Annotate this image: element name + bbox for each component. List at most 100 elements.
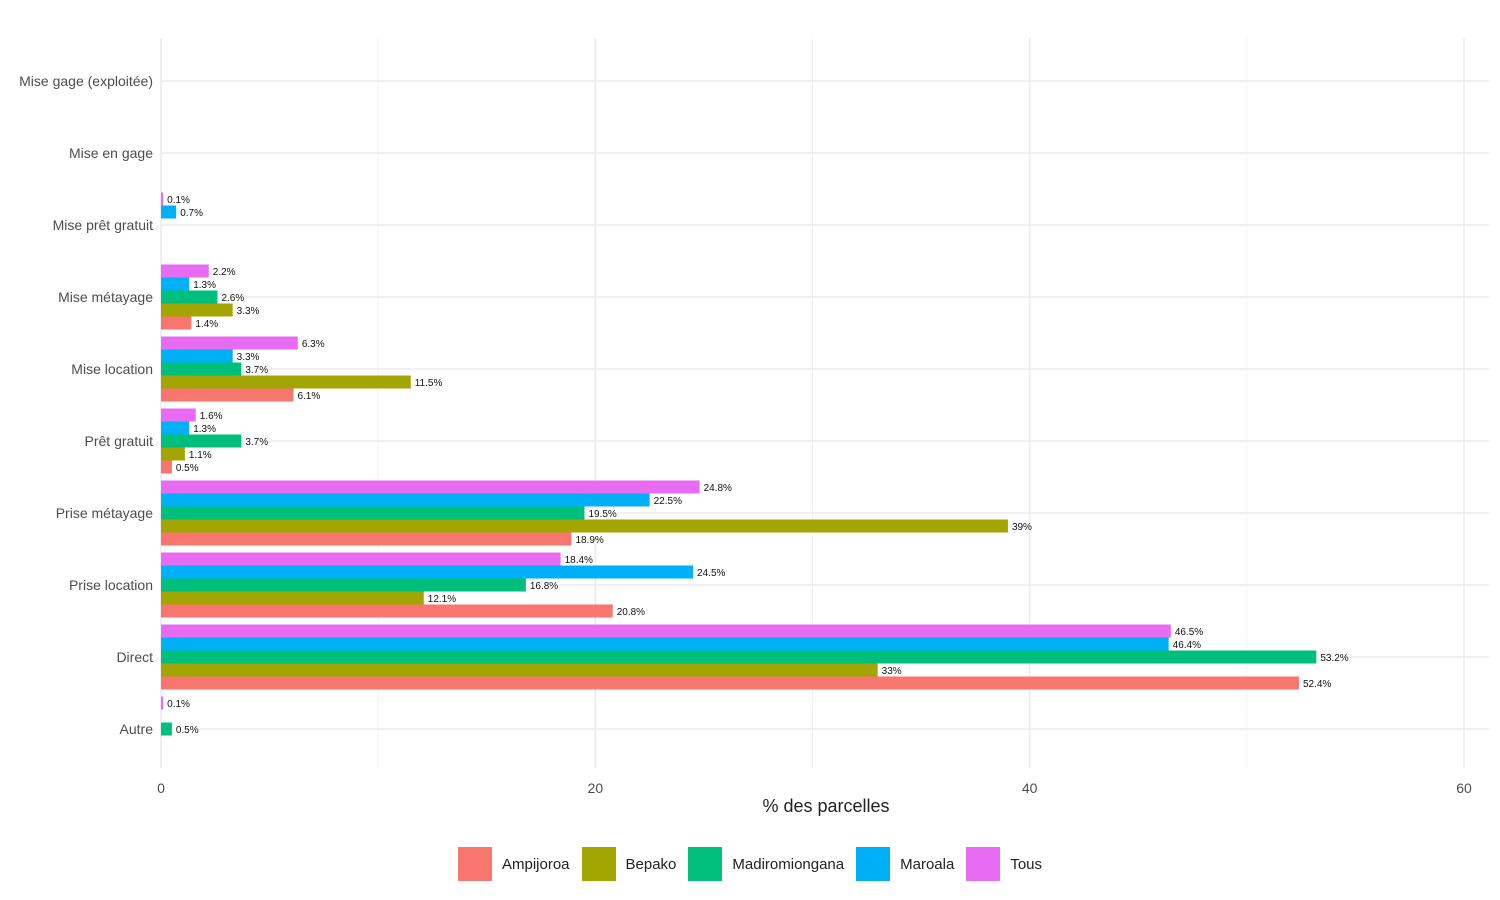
x-tick-label: 40 xyxy=(1022,780,1038,796)
legend-label: Bepako xyxy=(625,855,677,873)
data-label-bg xyxy=(1171,625,1204,637)
bar xyxy=(161,375,411,389)
legend-item: Bepako xyxy=(581,847,677,881)
data-label: 16.8% xyxy=(530,581,558,592)
data-label-bg xyxy=(172,461,200,473)
bar xyxy=(161,264,209,278)
y-tick-label: Mise prêt gratuit xyxy=(53,217,153,233)
y-tick-label: Prêt gratuit xyxy=(85,433,154,449)
bar xyxy=(161,552,561,566)
bar xyxy=(161,277,190,291)
legend-item: Tous xyxy=(966,847,1042,881)
data-labels: 0.7% 0.1% 1.4% 3.3% 2.6% 1.3% 2.2% 6.1% 11.5% 3.7… xyxy=(164,193,1350,736)
data-label: 2.6% xyxy=(221,293,244,304)
data-label-bg xyxy=(411,376,444,388)
y-tick-label: Mise en gage xyxy=(69,145,153,161)
data-label: 3.7% xyxy=(245,437,268,448)
bar xyxy=(161,696,164,710)
data-label: 6.3% xyxy=(302,339,325,350)
bar xyxy=(161,676,1299,690)
data-label: 22.5% xyxy=(654,496,682,507)
bar xyxy=(161,388,294,402)
data-label-bg xyxy=(650,494,683,506)
data-label-bg xyxy=(1008,520,1030,532)
y-axis-tick-labels: Mise gage (exploitée) Mise en gage Mise pr… xyxy=(19,73,153,737)
data-label-bg xyxy=(572,533,605,545)
y-tick-label: Autre xyxy=(120,721,154,737)
bar xyxy=(161,460,172,474)
data-label: 18.9% xyxy=(575,535,603,546)
bar xyxy=(161,663,878,677)
bar xyxy=(161,303,233,317)
bar xyxy=(161,591,424,605)
data-label-bg xyxy=(233,304,261,316)
data-label: 0.5% xyxy=(176,725,199,736)
data-label: 53.2% xyxy=(1320,653,1348,664)
data-label-bg xyxy=(298,337,326,349)
bar xyxy=(161,480,700,494)
data-label: 46.5% xyxy=(1175,627,1203,638)
data-label-bg xyxy=(424,592,457,604)
legend-item: Madiromiongana xyxy=(688,847,844,881)
legend-key xyxy=(457,847,492,881)
data-label-bg xyxy=(190,278,217,290)
bar xyxy=(161,604,613,618)
data-label-bg xyxy=(185,448,213,460)
bar xyxy=(161,192,164,206)
data-label: 11.5% xyxy=(415,378,443,389)
data-label-bg xyxy=(585,507,618,519)
bar xyxy=(161,532,572,546)
x-tick-label: 20 xyxy=(588,780,604,796)
bar xyxy=(161,447,185,461)
data-label-bg xyxy=(177,206,204,218)
data-label-bg xyxy=(294,389,321,401)
bar xyxy=(161,362,242,376)
y-tick-label: Prise métayage xyxy=(56,505,153,521)
y-tick-label: Mise métayage xyxy=(58,289,153,305)
data-label-bg xyxy=(700,481,733,493)
data-label: 1.4% xyxy=(195,319,218,330)
data-label: 3.3% xyxy=(237,306,260,317)
bar xyxy=(161,408,196,422)
data-label-bg xyxy=(164,697,191,709)
data-label-bg xyxy=(613,605,646,617)
data-label-bg xyxy=(196,409,224,421)
data-label: 3.7% xyxy=(245,365,268,376)
bar xyxy=(161,565,694,579)
x-tick-label: 0 xyxy=(157,780,165,796)
data-label: 2.2% xyxy=(213,267,236,278)
data-label: 1.3% xyxy=(193,280,216,291)
bar xyxy=(161,336,298,350)
data-label-bg xyxy=(1169,638,1202,650)
bars xyxy=(161,192,1317,736)
data-label-bg xyxy=(190,422,217,434)
data-label-bg xyxy=(878,664,900,676)
data-label: 46.4% xyxy=(1173,640,1201,651)
data-label: 18.4% xyxy=(565,555,593,566)
bar xyxy=(161,316,192,330)
data-label-bg xyxy=(172,723,200,735)
legend-key xyxy=(856,847,891,881)
data-label: 24.5% xyxy=(697,568,725,579)
y-tick-label: Mise location xyxy=(71,361,153,377)
data-label-bg xyxy=(209,265,237,277)
data-label: 12.1% xyxy=(428,594,456,605)
data-label-bg xyxy=(526,579,559,591)
legend-label: Maroala xyxy=(900,855,955,873)
legend-label: Tous xyxy=(1010,855,1043,873)
bar xyxy=(161,349,233,363)
data-label: 1.6% xyxy=(200,411,223,422)
data-label-bg xyxy=(242,363,269,375)
data-label: 0.1% xyxy=(167,195,190,206)
y-tick-label: Direct xyxy=(116,649,153,665)
legend-label: Ampijoroa xyxy=(501,855,570,873)
data-label-bg xyxy=(694,566,727,578)
data-label-bg xyxy=(164,193,191,205)
legend: Ampijoroa Bepako Madiromiongana Maroala Tous xyxy=(0,846,1500,882)
data-label: 0.1% xyxy=(167,699,190,710)
data-label: 6.1% xyxy=(297,391,320,402)
bar xyxy=(161,519,1008,533)
bar xyxy=(161,434,242,448)
legend-key xyxy=(966,847,1001,881)
